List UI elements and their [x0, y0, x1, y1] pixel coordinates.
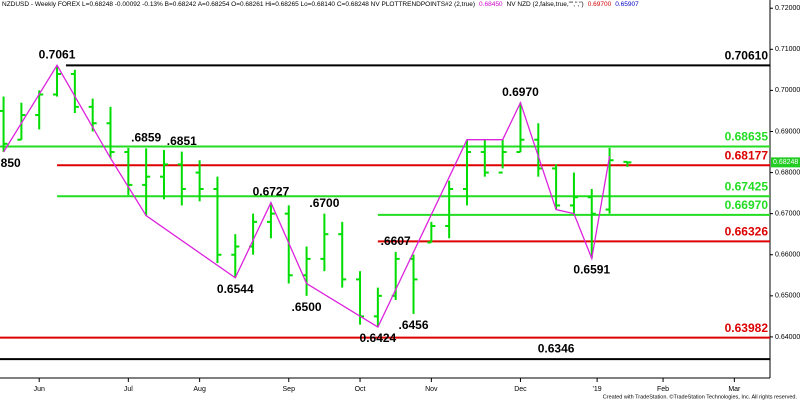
level-label: 0.63982 — [725, 321, 769, 335]
y-tick-label: 0.69000 — [775, 128, 800, 135]
annotation: 850 — [1, 156, 21, 170]
y-tick-label: 0.68000 — [775, 169, 800, 176]
annotation: 0.7061 — [39, 48, 76, 62]
annotation: .6851 — [167, 134, 197, 148]
level-label: 0.66326 — [725, 225, 769, 239]
y-tick-label: 0.71000 — [775, 46, 800, 53]
footer: Created with TradeStation. ©TradeStation… — [603, 393, 798, 400]
y-tick-label: 0.66000 — [775, 252, 800, 259]
y-tick-label: 0.72000 — [775, 5, 800, 12]
last-price-box — [771, 157, 800, 168]
level-label: 0.68635 — [725, 130, 769, 144]
x-tick-label: '19 — [593, 386, 602, 393]
header-text: NZDUSD - Weekly FOREX L=0.68248 -0.00092… — [2, 1, 476, 8]
x-tick-label: Jul — [124, 386, 133, 393]
level-label: 0.67425 — [725, 179, 769, 193]
swing-line — [3, 64, 611, 328]
header-text: 0.69700 — [587, 1, 612, 8]
annotation: .6456 — [399, 318, 429, 332]
annotation: .6859 — [131, 130, 161, 144]
annotation: .6700 — [309, 196, 339, 210]
annotation: 0.6544 — [217, 282, 254, 296]
last-price-label: 0.68248 — [773, 159, 798, 166]
annotation: .6607 — [381, 234, 411, 248]
annotation: .6500 — [292, 300, 322, 314]
header-text: 0.65907 — [615, 1, 639, 8]
x-tick-label: Aug — [193, 386, 206, 393]
annotation: 0.6346 — [538, 341, 575, 355]
level-label: 0.66970 — [725, 198, 769, 212]
annotation: 0.6970 — [502, 85, 539, 99]
level-label: 0.68177 — [725, 148, 769, 162]
header-text: NV NZD (2,false,true,"",",") — [506, 1, 584, 8]
x-tick-label: Jun — [34, 386, 45, 393]
header-text: 0.68450 — [479, 1, 503, 8]
x-tick-label: Dec — [514, 386, 527, 393]
chart-header: NZDUSD - Weekly FOREX L=0.68248 -0.00092… — [2, 1, 643, 8]
annotation: 0.6591 — [573, 263, 610, 277]
y-tick-label: 0.65000 — [775, 293, 800, 300]
x-tick-label: Oct — [355, 386, 366, 393]
annotation: 0.6727 — [253, 185, 290, 199]
x-tick-label: Sep — [283, 386, 296, 393]
y-tick-label: 0.67000 — [775, 210, 800, 217]
x-tick-label: Feb — [657, 386, 669, 393]
level-label: 0.70610 — [725, 49, 769, 63]
y-tick-label: 0.70000 — [775, 87, 800, 94]
y-tick-label: 0.64000 — [775, 334, 800, 341]
x-tick-label: Nov — [425, 386, 438, 393]
annotation: 0.6424 — [360, 331, 397, 345]
x-tick-label: Mar — [728, 386, 741, 393]
